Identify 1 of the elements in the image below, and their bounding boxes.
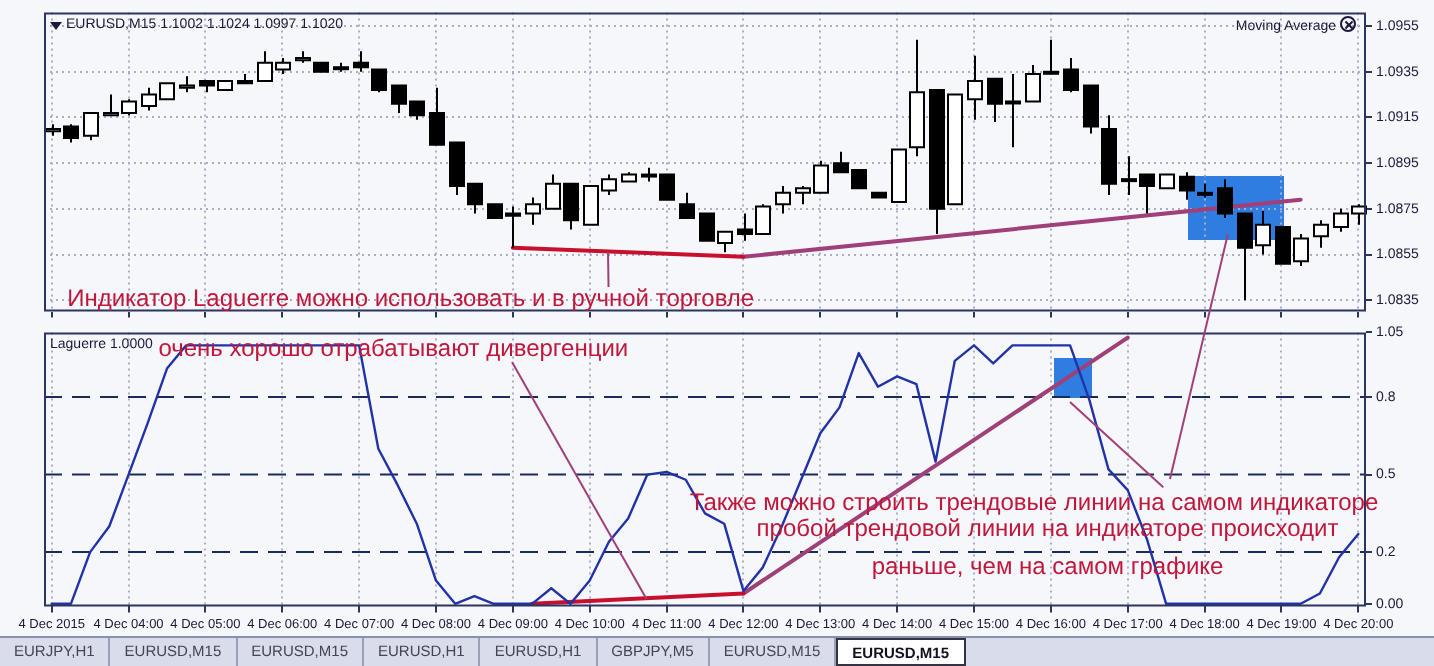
annotation: Индикатор Laguerre можно использовать и в ручной торговле <box>67 284 755 313</box>
